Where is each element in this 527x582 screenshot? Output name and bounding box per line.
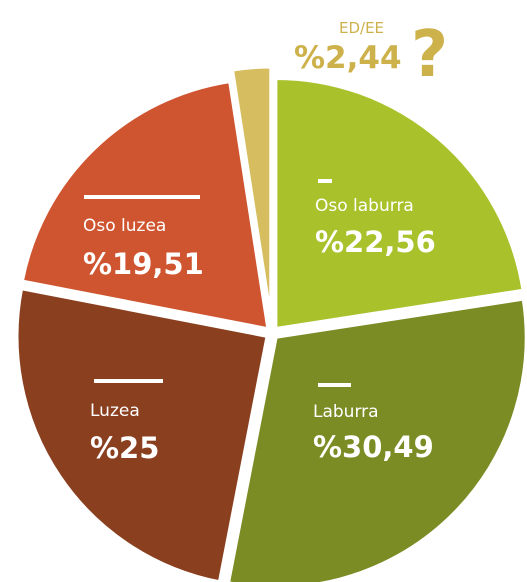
value-label: %2,44 (294, 40, 402, 76)
category-label: Laburra (313, 402, 379, 422)
pie-slice (230, 65, 273, 318)
category-label: Oso luzea (83, 216, 166, 236)
category-label: Oso laburra (315, 196, 414, 216)
pie-slice (15, 286, 269, 582)
pie-slice (227, 297, 527, 582)
value-label: %22,56 (315, 225, 436, 259)
value-label: %19,51 (83, 247, 204, 281)
pie-slice (274, 76, 525, 331)
annotation: ? (411, 18, 448, 92)
value-label: %25 (90, 431, 159, 465)
value-label: %30,49 (313, 430, 434, 464)
pie-slice (20, 79, 270, 331)
category-label: Luzea (90, 401, 140, 421)
category-label: ED/EE (339, 19, 384, 37)
